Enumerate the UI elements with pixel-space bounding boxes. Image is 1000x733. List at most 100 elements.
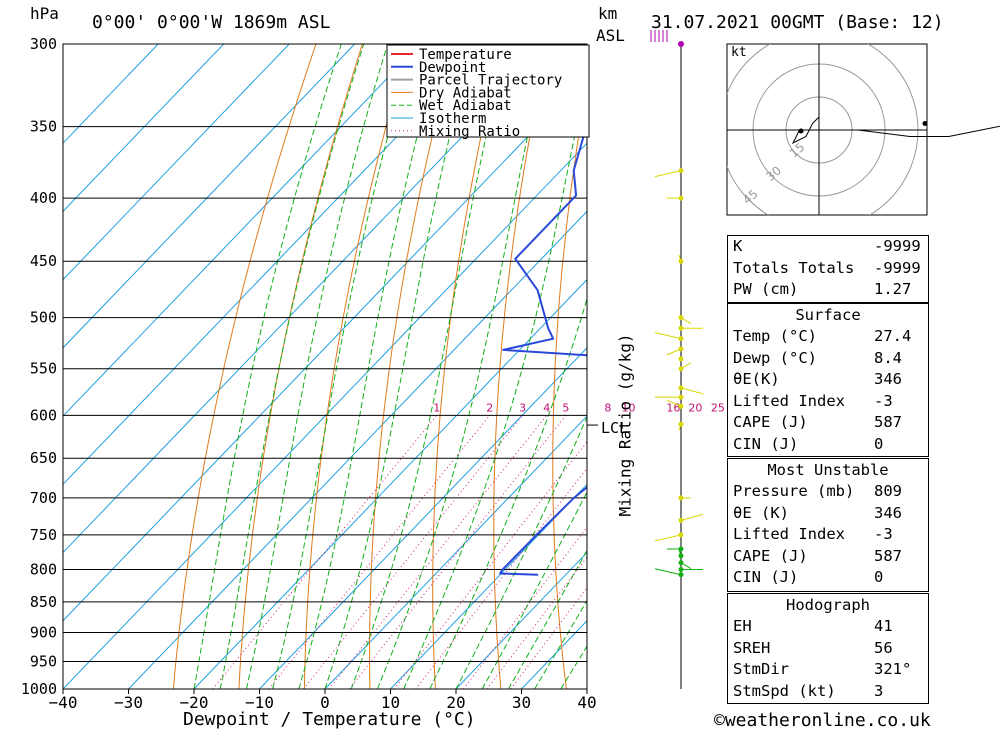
isotherm-line: [63, 44, 356, 349]
wind-barb: [666, 399, 682, 407]
index-row: PW (cm) 1.27: [728, 279, 928, 301]
dry-adiabat-line: [493, 44, 549, 689]
axis-ticks: −40 −30 −20 −10 0 10 20 30 40: [49, 424, 598, 712]
y-tick-label: 700: [30, 489, 57, 507]
stat-value: -3: [874, 391, 893, 410]
wind-dot: [678, 168, 684, 174]
stat-value: 346: [874, 370, 902, 388]
mixing-ratio-line: [328, 414, 548, 689]
wind-dot: [678, 195, 684, 201]
hodograph-point: [798, 128, 804, 134]
mixing-ratio-label: 1: [433, 401, 440, 414]
stat-label: CIN (J): [733, 568, 799, 586]
stat-label: θE (K): [733, 503, 789, 522]
indices-panel: K -9999 Totals Totals -9999 PW (cm) 1.27: [727, 235, 929, 303]
wind-dot: [678, 560, 684, 566]
stat-label: Lifted Index: [733, 525, 845, 543]
y-tick-label: 650: [30, 449, 57, 467]
isotherm-line: [63, 44, 225, 213]
dry-adiabat-line: [919, 44, 1000, 689]
mixing-ratio-line: [212, 414, 438, 689]
most-unstable-row: Lifted Index -3: [728, 524, 928, 546]
wet-adiabat-line: [376, 44, 548, 689]
mixing-ratio-label: 20: [688, 401, 702, 414]
stat-value: 0: [874, 568, 884, 586]
wet-adiabat-line: [534, 599, 587, 689]
stat-value: 27.4: [874, 327, 912, 345]
x-tick-label: −30: [114, 693, 143, 712]
x-tick-label: 10: [381, 693, 400, 712]
y-tick-label: 950: [30, 653, 57, 671]
mixing-ratio-label: 4: [543, 401, 550, 414]
isotherm-line: [455, 551, 587, 689]
stat-value: 587: [874, 413, 902, 431]
mixing-ratio-label: 5: [562, 401, 569, 414]
hodograph-row: StmDir 321°: [728, 659, 928, 681]
stat-label: θE(K): [733, 370, 780, 388]
x-tick-label: 40: [577, 693, 596, 712]
credit-text: ©weatheronline.co.uk: [714, 710, 931, 731]
isotherm-line: [193, 278, 587, 689]
index-label: PW (cm): [733, 280, 799, 298]
most-unstable-row: CIN (J) 0: [728, 567, 928, 589]
most-unstable-panel: Most Unstable Pressure (mb) 809 θE (K) 346…: [727, 458, 929, 592]
x-tick-label: 20: [446, 693, 465, 712]
legend-label: Parcel Trajectory: [419, 73, 562, 89]
wind-dot: [678, 336, 684, 342]
x-tick-label: −10: [245, 693, 274, 712]
isotherm-line: [259, 347, 587, 689]
x-tick-label: −40: [49, 693, 78, 712]
stat-label: CAPE (J): [733, 546, 808, 565]
isotherm-line: [63, 44, 487, 486]
wind-barb: [654, 332, 682, 340]
datetime-title: 31.07.2021 00GMT (Base: 12): [651, 12, 944, 33]
mixing-ratio-label: 8: [604, 401, 611, 414]
x-tick-label: 0: [320, 693, 330, 712]
most-unstable-row: CAPE (J) 587: [728, 546, 928, 568]
wet-adiabat-line: [481, 490, 587, 689]
x-tick-label: −20: [180, 693, 209, 712]
surface-panel: Surface Temp (°C) 27.4 Dewp (°C) 8.4 θE(K)…: [727, 303, 929, 457]
wind-dot: [678, 366, 684, 372]
wet-adiabat-line: [429, 297, 587, 689]
wind-dot: [678, 315, 684, 321]
hodograph-row: EH 41: [728, 616, 928, 638]
wind-dot: [678, 385, 684, 391]
y-tick-label: 750: [30, 526, 57, 544]
wind-dot: [678, 517, 684, 523]
stat-value: 56: [874, 638, 893, 657]
surface-row: Lifted Index -3: [728, 391, 928, 413]
wind-dot: [678, 572, 684, 578]
legend-box: [386, 44, 590, 138]
y-tick-label: 1000: [21, 680, 57, 698]
wind-barb: [654, 568, 682, 576]
isotherm-line: [390, 483, 587, 689]
index-label: K: [733, 237, 743, 255]
y-tick-label: 600: [30, 406, 57, 424]
stat-label: Temp (°C): [733, 327, 817, 345]
legend-label: Mixing Ratio: [419, 124, 520, 140]
mixing-ratio-label: 25: [711, 401, 725, 414]
stat-value: 3: [874, 681, 884, 700]
lcl-label: LCL: [601, 419, 629, 437]
stat-value: 0: [874, 434, 884, 453]
wind-dot: [678, 553, 684, 559]
wind-barb: [654, 170, 682, 178]
surface-row: θE(K) 346: [728, 369, 928, 391]
mixing-ratio-label: 3: [519, 401, 526, 414]
stat-value: -3: [874, 525, 893, 543]
dry-adiabat-line: [966, 44, 1000, 689]
location-title: 0°00' 0°00'W 1869m ASL: [92, 12, 331, 33]
y-tick-label: 500: [30, 309, 57, 327]
wind-barb-column: [650, 30, 704, 689]
mixing-ratio-line: [510, 586, 587, 689]
isotherm-line: [63, 44, 290, 281]
y-tick-label: 400: [30, 189, 57, 207]
isotherm-line: [63, 44, 552, 554]
stat-label: SREH: [733, 638, 771, 657]
x-axis-label: Dewpoint / Temperature (°C): [183, 709, 476, 730]
y-tick-label: 850: [30, 593, 57, 611]
stat-label: Pressure (mb): [733, 482, 855, 500]
hodograph-row: StmSpd (kt) 3: [728, 681, 928, 703]
